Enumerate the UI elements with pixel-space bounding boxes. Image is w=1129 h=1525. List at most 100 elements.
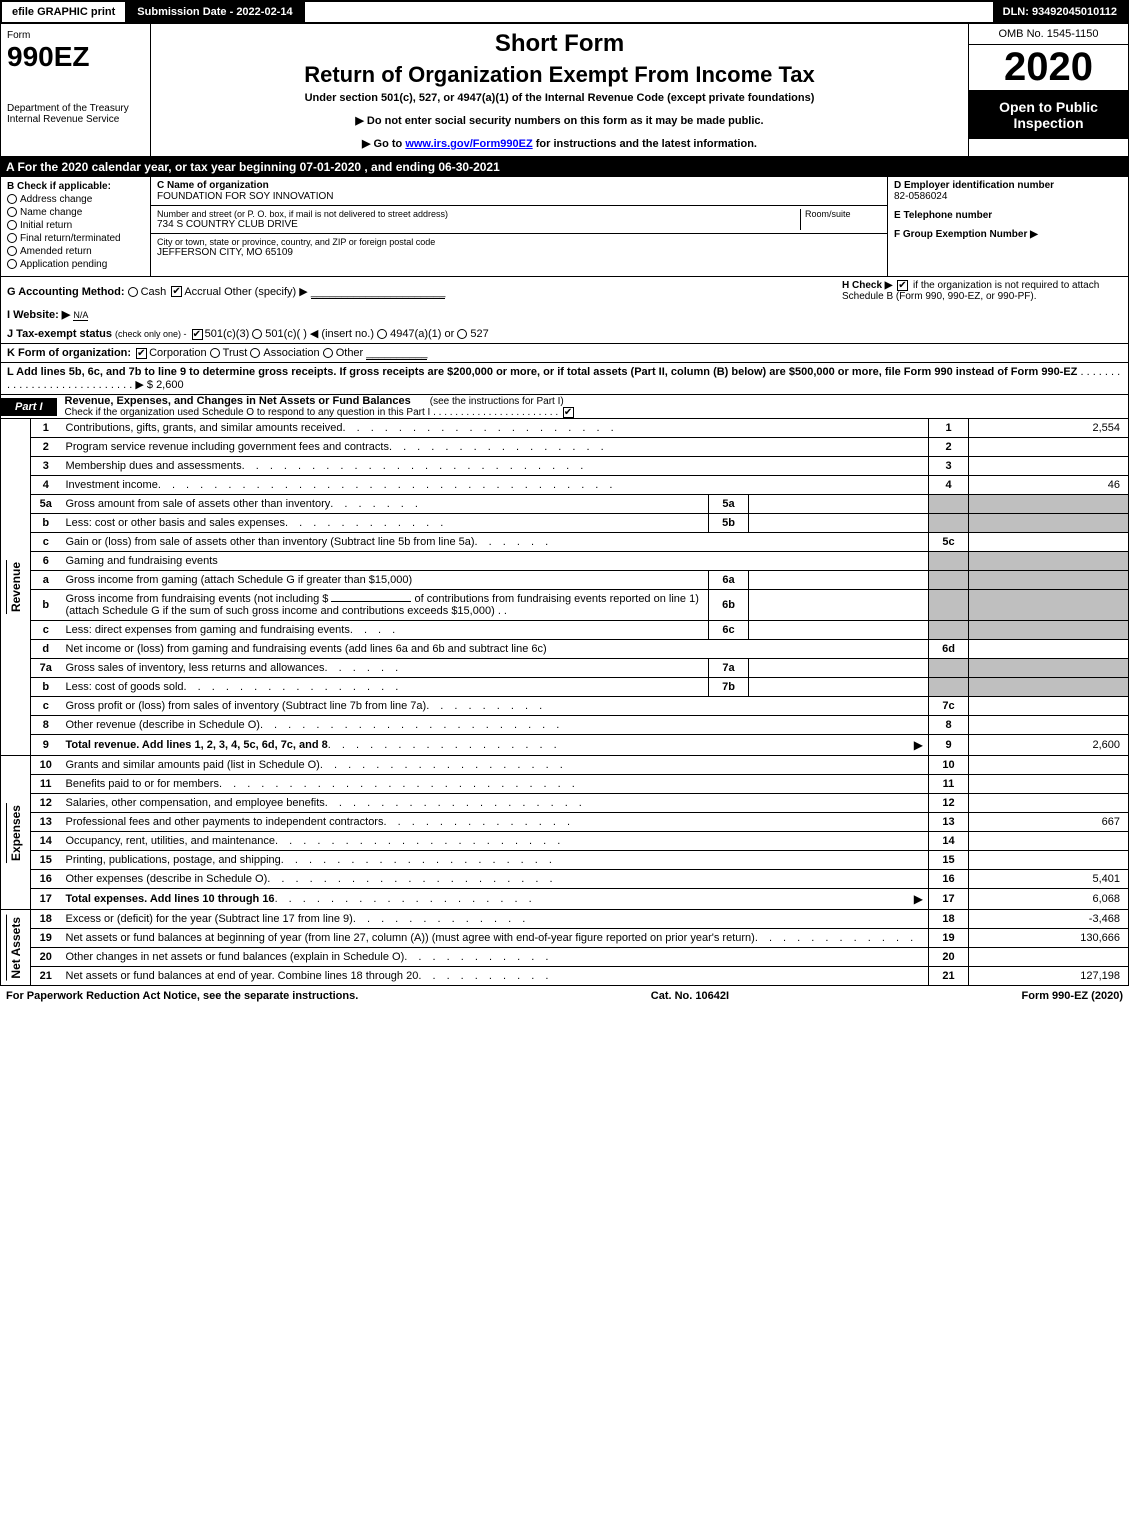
row-6c-sub: 6c bbox=[709, 621, 749, 640]
street-row: Number and street (or P. O. box, if mail… bbox=[151, 206, 887, 234]
row-4-amount: 46 bbox=[969, 476, 1129, 495]
row-6a-num: a bbox=[31, 571, 61, 590]
check-trust[interactable] bbox=[210, 348, 220, 358]
page-footer: For Paperwork Reduction Act Notice, see … bbox=[0, 986, 1129, 1006]
row-18-desc: Excess or (deficit) for the year (Subtra… bbox=[66, 913, 353, 925]
check-schedule-o[interactable] bbox=[563, 407, 574, 418]
efile-print-button[interactable]: efile GRAPHIC print bbox=[2, 2, 127, 22]
row-9-desc: Total revenue. Add lines 1, 2, 3, 4, 5c,… bbox=[66, 739, 328, 751]
check-h[interactable] bbox=[897, 280, 908, 291]
row-6d-id: 6d bbox=[929, 640, 969, 659]
check-501c3[interactable] bbox=[192, 329, 203, 340]
row-7c-amount bbox=[969, 697, 1129, 716]
check-accrual[interactable] bbox=[171, 286, 182, 297]
row-5a-num: 5a bbox=[31, 495, 61, 514]
street-label: Number and street (or P. O. box, if mail… bbox=[157, 209, 796, 219]
row-6a-sub: 6a bbox=[709, 571, 749, 590]
row-7a: 7a Gross sales of inventory, less return… bbox=[1, 659, 1129, 678]
header-left: Form 990EZ Department of the Treasury In… bbox=[1, 24, 151, 156]
other-org-blank[interactable]: __________ bbox=[366, 347, 427, 360]
check-corporation[interactable] bbox=[136, 348, 147, 359]
row-13: 13 Professional fees and other payments … bbox=[1, 813, 1129, 832]
line-h-label: H Check ▶ bbox=[842, 280, 892, 291]
line-i-label: I Website: ▶ bbox=[7, 309, 70, 321]
row-20-desc: Other changes in net assets or fund bala… bbox=[66, 951, 405, 963]
line-l: L Add lines 5b, 6c, and 7b to line 9 to … bbox=[0, 363, 1129, 395]
row-6c-amount-grey bbox=[969, 621, 1129, 640]
row-15-desc: Printing, publications, postage, and shi… bbox=[66, 854, 281, 866]
row-19: 19 Net assets or fund balances at beginn… bbox=[1, 929, 1129, 948]
row-6b-blank[interactable] bbox=[331, 601, 411, 602]
form-label: Form bbox=[7, 30, 144, 41]
dots: . . . . . . . bbox=[330, 498, 703, 510]
dots: . . . . . . . . . . . . . . . . . . . . … bbox=[158, 479, 923, 491]
check-other-org[interactable] bbox=[323, 348, 333, 358]
footer-left: For Paperwork Reduction Act Notice, see … bbox=[6, 990, 358, 1002]
row-16-desc: Other expenses (describe in Schedule O) bbox=[66, 873, 268, 885]
expenses-section-label: Expenses bbox=[6, 803, 25, 863]
row-7c-desc: Gross profit or (loss) from sales of inv… bbox=[66, 700, 427, 712]
dots: . . . . . . . . . . . . . . . . . . . . bbox=[342, 422, 923, 434]
tax-year: 2020 bbox=[969, 45, 1128, 91]
row-14-id: 14 bbox=[929, 832, 969, 851]
check-amended-return[interactable]: Amended return bbox=[7, 246, 144, 257]
check-application-pending[interactable]: Application pending bbox=[7, 259, 144, 270]
row-15-num: 15 bbox=[31, 851, 61, 870]
row-9-num: 9 bbox=[31, 735, 61, 756]
row-13-amount: 667 bbox=[969, 813, 1129, 832]
opt-527: 527 bbox=[470, 328, 488, 340]
row-7c-id: 7c bbox=[929, 697, 969, 716]
row-18: Net Assets 18 Excess or (deficit) for th… bbox=[1, 910, 1129, 929]
check-initial-return[interactable]: Initial return bbox=[7, 220, 144, 231]
check-4947[interactable] bbox=[377, 329, 387, 339]
check-501c[interactable] bbox=[252, 329, 262, 339]
row-7b-sub: 7b bbox=[709, 678, 749, 697]
row-6c-subval bbox=[749, 621, 929, 640]
dots: . . . . . . . . . . . . . . bbox=[383, 816, 923, 828]
goto-link[interactable]: www.irs.gov/Form990EZ bbox=[405, 138, 532, 150]
line-k-label: K Form of organization: bbox=[7, 347, 131, 359]
row-6b: b Gross income from fundraising events (… bbox=[1, 590, 1129, 621]
row-12-desc: Salaries, other compensation, and employ… bbox=[66, 797, 325, 809]
goto-post: for instructions and the latest informat… bbox=[533, 138, 757, 150]
section-bc-def: B Check if applicable: Address change Na… bbox=[0, 177, 1129, 277]
row-7a-id-grey bbox=[929, 659, 969, 678]
row-3-desc: Membership dues and assessments bbox=[66, 460, 242, 472]
row-8-desc: Other revenue (describe in Schedule O) bbox=[66, 719, 260, 731]
check-initial-return-label: Initial return bbox=[20, 220, 72, 231]
dots: . . . . . . bbox=[475, 536, 923, 548]
row-15: 15 Printing, publications, postage, and … bbox=[1, 851, 1129, 870]
part1-check-o-dots: . . . . . . . . . . . . . . . . . . . . … bbox=[433, 407, 561, 418]
dots: . . . . . . . . . . . . . . . . . . bbox=[755, 932, 923, 944]
check-association[interactable] bbox=[250, 348, 260, 358]
city-row: City or town, state or province, country… bbox=[151, 234, 887, 261]
row-2-id: 2 bbox=[929, 438, 969, 457]
row-13-desc: Professional fees and other payments to … bbox=[66, 816, 384, 828]
row-11-desc: Benefits paid to or for members bbox=[66, 778, 219, 790]
row-14-desc: Occupancy, rent, utilities, and maintena… bbox=[66, 835, 276, 847]
ein-value: 82-0586024 bbox=[894, 191, 1122, 202]
row-3-amount bbox=[969, 457, 1129, 476]
row-14: 14 Occupancy, rent, utilities, and maint… bbox=[1, 832, 1129, 851]
check-cash[interactable] bbox=[128, 287, 138, 297]
check-amended-return-label: Amended return bbox=[20, 246, 92, 257]
dots: . . . . . . . . . . . . . . . . . . . . … bbox=[275, 835, 923, 847]
row-14-amount bbox=[969, 832, 1129, 851]
row-5b-num: b bbox=[31, 514, 61, 533]
row-13-id: 13 bbox=[929, 813, 969, 832]
topbar-spacer bbox=[305, 2, 993, 22]
row-6a: a Gross income from gaming (attach Sched… bbox=[1, 571, 1129, 590]
row-1-amount: 2,554 bbox=[969, 419, 1129, 438]
other-specify-blank[interactable]: ______________________ bbox=[311, 286, 446, 299]
check-name-change-label: Name change bbox=[20, 207, 82, 218]
row-20-id: 20 bbox=[929, 948, 969, 967]
row-11: 11 Benefits paid to or for members . . .… bbox=[1, 775, 1129, 794]
row-7b: b Less: cost of goods sold . . . . . . .… bbox=[1, 678, 1129, 697]
check-name-change[interactable]: Name change bbox=[7, 207, 144, 218]
header-center: Short Form Return of Organization Exempt… bbox=[151, 24, 968, 156]
check-527[interactable] bbox=[457, 329, 467, 339]
check-address-change[interactable]: Address change bbox=[7, 194, 144, 205]
check-final-return[interactable]: Final return/terminated bbox=[7, 233, 144, 244]
website-value: N/A bbox=[73, 310, 88, 321]
dots: . . . . . . . . . . . . . . . . . . . . bbox=[281, 854, 923, 866]
